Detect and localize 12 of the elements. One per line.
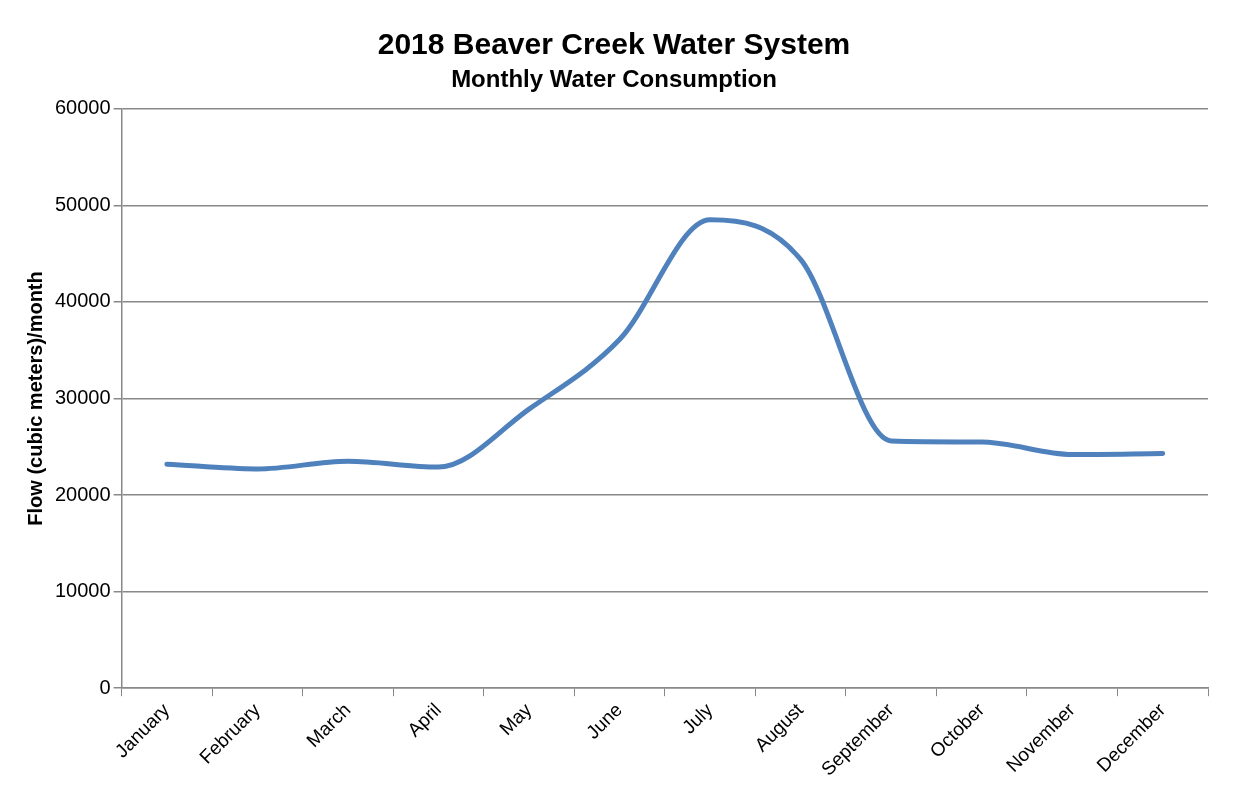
y-tick-label: 50000: [54, 192, 111, 215]
y-tick-label: 10000: [54, 579, 111, 602]
x-tick-label: July: [677, 698, 717, 738]
y-axis-title: Flow (cubic meters)/month: [23, 271, 46, 526]
y-tick-label: 20000: [54, 482, 111, 505]
chart-title: 2018 Beaver Creek Water System: [377, 27, 851, 61]
y-tick-label: 40000: [54, 289, 111, 312]
y-tick-label: 0: [99, 675, 111, 698]
chart-subtitle: Monthly Water Consumption: [451, 65, 777, 93]
x-tick-label: May: [495, 698, 536, 740]
y-tick-label: 30000: [54, 386, 111, 408]
y-tick-label: 60000: [54, 96, 111, 119]
